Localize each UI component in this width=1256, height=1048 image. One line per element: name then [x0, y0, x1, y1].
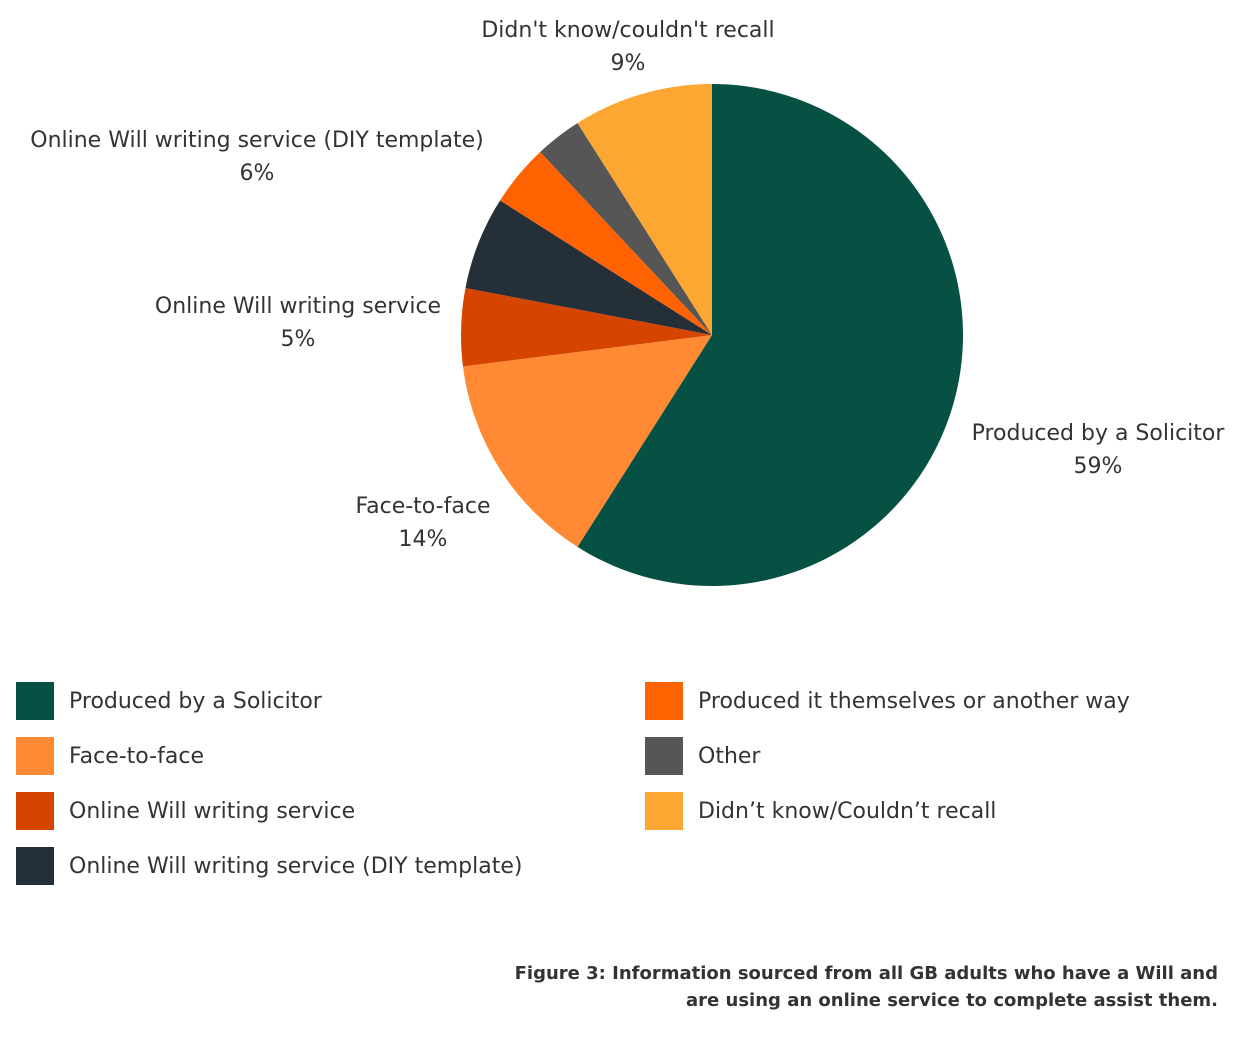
legend-item-7: Didn’t know/Couldn’t recall — [645, 792, 996, 830]
legend-label-4: Online Will writing service (DIY templat… — [69, 853, 523, 879]
slice-value-4: 6% — [240, 161, 275, 186]
legend-item-6: Other — [645, 737, 760, 775]
pie-slice-1 — [577, 84, 963, 586]
legend: Produced by a Solicitor Face-to-face Onlin… — [16, 682, 1246, 902]
figure-caption: Figure 3: Information sourced from all G… — [458, 960, 1218, 1014]
pie-slice-7 — [577, 84, 712, 335]
slice-value-2: 14% — [399, 527, 448, 552]
pie-slice-5 — [500, 152, 712, 335]
legend-item-1: Produced by a Solicitor — [16, 682, 322, 720]
legend-swatch-3 — [16, 792, 54, 830]
legend-swatch-7 — [645, 792, 683, 830]
slice-value-1: 59% — [1074, 454, 1123, 479]
pie-labels: Produced by a Solicitor 59% Face-to-face 14… — [30, 18, 1225, 552]
slice-value-7: 9% — [611, 51, 646, 76]
slice-label-3: Online Will writing service — [155, 294, 441, 319]
pie-slice-4 — [465, 200, 712, 335]
caption-line-2: are using an online service to complete … — [686, 990, 1218, 1011]
legend-label-2: Face-to-face — [69, 743, 204, 769]
legend-label-1: Produced by a Solicitor — [69, 688, 322, 714]
slice-label-1: Produced by a Solicitor — [972, 421, 1226, 446]
legend-item-3: Online Will writing service — [16, 792, 355, 830]
legend-swatch-4 — [16, 847, 54, 885]
pie-slices — [461, 84, 963, 586]
caption-line-1: Figure 3: Information sourced from all G… — [514, 963, 1218, 984]
legend-label-7: Didn’t know/Couldn’t recall — [698, 798, 997, 824]
legend-swatch-6 — [645, 737, 683, 775]
slice-value-3: 5% — [281, 327, 316, 352]
pie-slice-2 — [462, 335, 712, 547]
slice-label-7: Didn't know/couldn't recall — [481, 18, 774, 43]
slice-label-4: Online Will writing service (DIY templat… — [30, 128, 483, 153]
legend-swatch-1 — [16, 682, 54, 720]
legend-swatch-2 — [16, 737, 54, 775]
legend-item-4: Online Will writing service (DIY templat… — [16, 847, 522, 885]
legend-swatch-5 — [645, 682, 683, 720]
legend-label-5: Produced it themselves or another way — [698, 688, 1130, 714]
pie-slice-6 — [540, 123, 712, 335]
legend-label-3: Online Will writing service — [69, 798, 356, 824]
legend-label-6: Other — [698, 743, 761, 769]
slice-label-2: Face-to-face — [356, 494, 491, 519]
pie-chart: Produced by a Solicitor 59% Face-to-face 14… — [30, 18, 1225, 586]
pie-slice-3 — [461, 287, 712, 367]
legend-item-5: Produced it themselves or another way — [645, 682, 1130, 720]
legend-item-2: Face-to-face — [16, 737, 204, 775]
